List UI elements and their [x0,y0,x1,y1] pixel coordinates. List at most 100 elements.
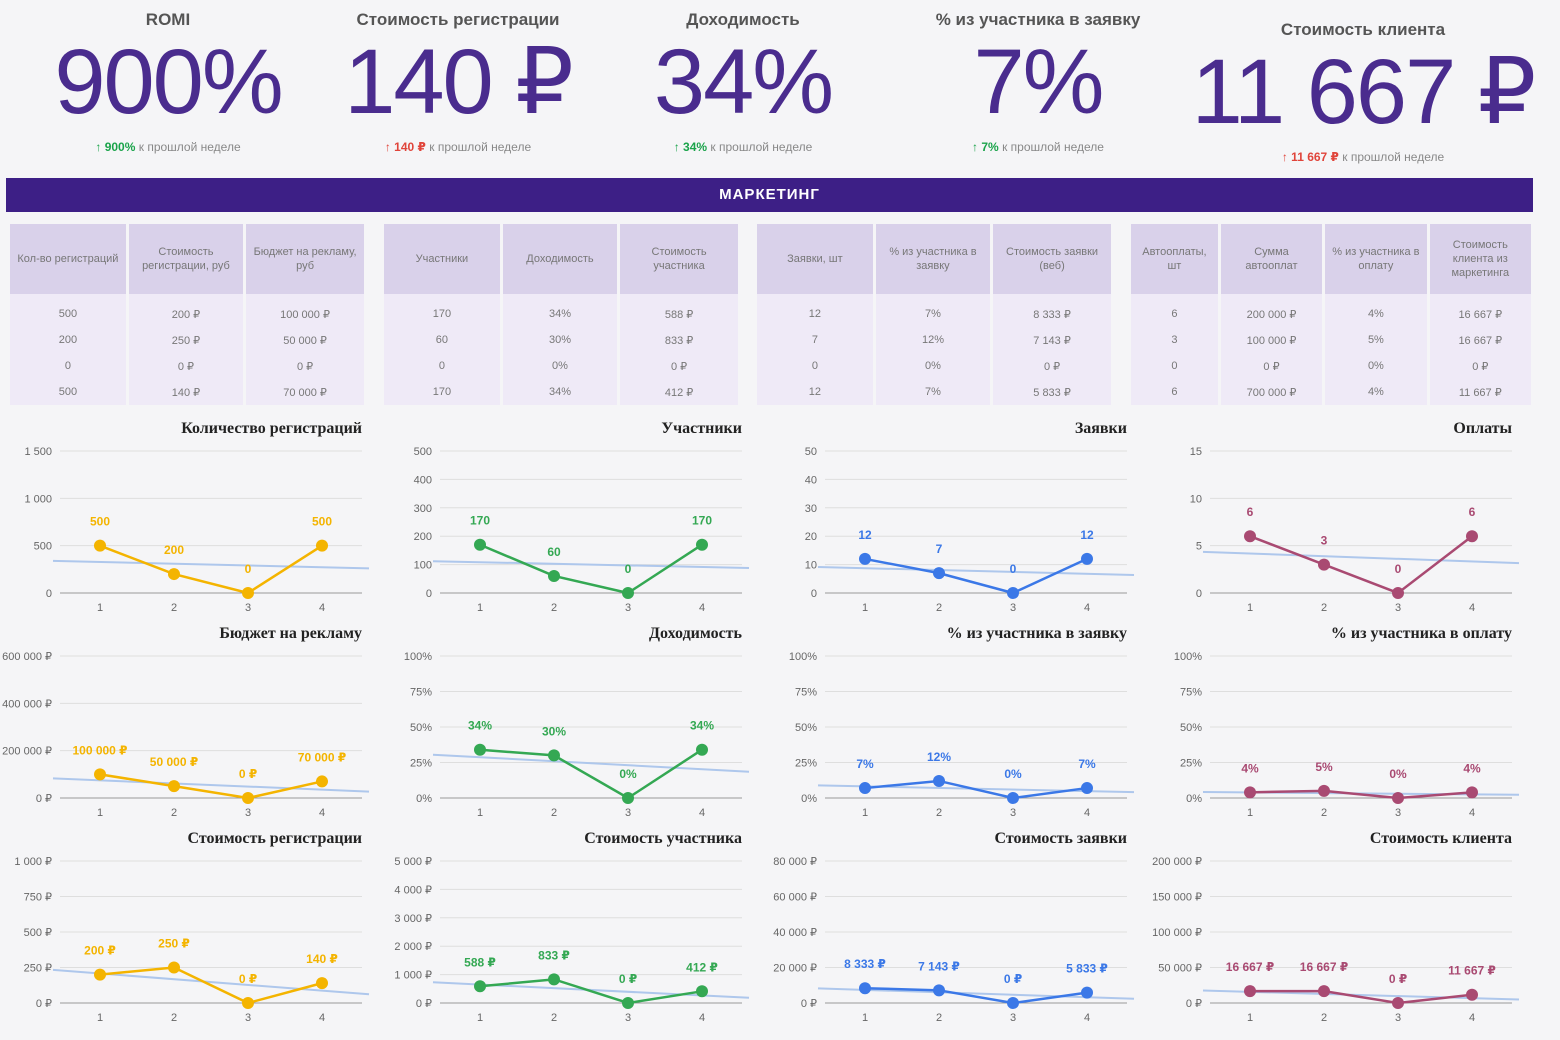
data-point [168,961,180,974]
y-tick-label: 500 [414,446,432,458]
trend-line [1202,550,1520,565]
y-tick-label: 10 [1190,493,1202,505]
kpi-delta: ↑ 11 667 ₽ [1281,150,1339,164]
table-participants: Участники Доходимость Стоимость участник… [384,224,741,405]
section-banner: МАРКЕТИНГ [6,178,1533,212]
table-cell: 7 143 ₽ [991,327,1114,353]
y-tick-label: 25% [795,758,817,770]
series-line [864,986,1088,1005]
y-tick-label: 100% [1174,651,1202,663]
x-tick-label: 4 [319,807,325,819]
table-cell: 170 [384,294,503,327]
kpi-delta: ↑ 900% [95,140,136,154]
x-tick-label: 3 [1395,1012,1401,1024]
y-tick-label: 50 000 ₽ [1158,963,1202,975]
data-point [859,982,871,995]
trend-line [52,777,370,793]
table-cell: 0 [1131,353,1221,379]
y-tick-label: 0% [801,793,817,805]
x-tick-label: 1 [1247,807,1253,819]
chart-title: Стоимость заявки [995,830,1127,847]
column-header: Стоимость клиента из маркетинга [1428,224,1535,294]
chart-client-cost: Стоимость клиента 0 ₽ 50 000 ₽ 100 000 ₽ 150… [1150,825,1520,1025]
x-tick-label: 2 [551,807,557,819]
table-header-row: Автооплаты, шт Сумма автооплат % из учас… [1131,224,1535,294]
chart-title: Стоимость регистрации [187,830,362,847]
data-point [1318,985,1330,998]
data-label: 5 833 ₽ [1066,962,1108,976]
table-row: 170 34% 412 ₽ [384,379,741,405]
chart-participant-to-payment: % из участника в оплату 0% 25% 50% 75% 100% 1 2… [1150,620,1520,820]
x-tick-label: 3 [245,807,251,819]
chart-application-cost: Стоимость заявки 0 ₽ 20 000 ₽ 40 000 ₽ 60 00… [765,825,1135,1025]
trend-line [52,559,370,570]
data-label: 0 ₽ [1389,972,1407,986]
table-cell: 700 000 ₽ [1219,379,1326,405]
data-label: 6 [1469,505,1476,519]
x-tick-label: 1 [477,1012,483,1024]
table-cell: 0 [10,353,129,379]
chart-participants: Участники 0 100 200 300 400 500 1 2 3 4 170 60 0 170 [380,415,750,615]
kpi-value: 7% [973,31,1105,133]
chart-applications: Заявки 0 10 20 30 40 50 1 2 3 4 12 7 0 12 [765,415,1135,615]
table-row: 12 7% 8 333 ₽ [757,294,1114,327]
data-point [1392,587,1404,599]
table-cell: 412 ₽ [618,379,741,405]
data-label: 500 [90,515,110,529]
chart-title: Заявки [1075,420,1127,437]
table-cell: 4% [1323,379,1430,405]
table-cell: 5 833 ₽ [991,379,1114,405]
chart-title: % из участника в заявку [947,625,1127,642]
data-point [94,968,106,981]
table-cell: 250 ₽ [127,327,247,353]
table-row: 12 7% 5 833 ₽ [757,379,1114,405]
data-label: 3 [1321,534,1328,548]
kpi-delta-row: ↑ 900% к прошлой неделе [18,140,318,154]
x-tick-label: 3 [625,1012,631,1024]
kpi-value: 140 ₽ [344,31,574,133]
data-label: 140 ₽ [306,952,338,966]
chart-svg: Оплаты 0 5 10 15 1 2 3 4 6 3 0 6 [1190,420,1520,614]
column-header: Стоимость участника [618,224,741,294]
table-cell: 0% [874,353,994,379]
table-cell: 3 [1131,327,1221,353]
table-cell: 0% [501,353,621,379]
chart-registrations-count: Количество регистраций 0 500 1 000 1 500 1 2 3 4… [0,415,370,615]
x-tick-label: 3 [245,602,251,614]
x-tick-label: 4 [319,602,325,614]
table-cell: 34% [501,379,621,405]
data-label: 250 ₽ [158,937,190,951]
table-row: 6 700 000 ₽4% 11 667 ₽ [1131,379,1535,405]
y-tick-label: 80 000 ₽ [773,856,817,868]
data-point [242,587,254,599]
x-tick-label: 1 [97,1012,103,1024]
kpi-title: Доходимость [686,10,800,29]
data-point [548,749,560,762]
column-header: Заявки, шт [757,224,876,294]
data-label: 0 [1395,562,1402,576]
data-point [242,792,254,804]
column-header: % из участника в оплату [1323,224,1430,294]
series-line [99,966,323,1005]
y-tick-label: 3 000 ₽ [394,913,432,925]
table-cell: 588 ₽ [618,294,741,327]
series-line [1250,989,1473,1005]
data-point [316,775,328,788]
y-tick-label: 0 [46,588,52,600]
table-cell: 0 ₽ [1428,353,1535,379]
y-tick-label: 1 000 ₽ [394,970,432,982]
column-header: Кол-во регистраций [10,224,129,294]
data-label: 7 143 ₽ [918,959,960,973]
data-label: 7% [1078,757,1096,771]
y-tick-label: 50% [795,722,817,734]
series-line [1249,535,1473,595]
series-line [1249,789,1473,800]
table-cell: 8 333 ₽ [991,294,1114,327]
kpi-value: 11 667 ₽ [1191,41,1537,143]
x-tick-label: 2 [936,1012,942,1024]
table-cell: 60 [384,327,503,353]
